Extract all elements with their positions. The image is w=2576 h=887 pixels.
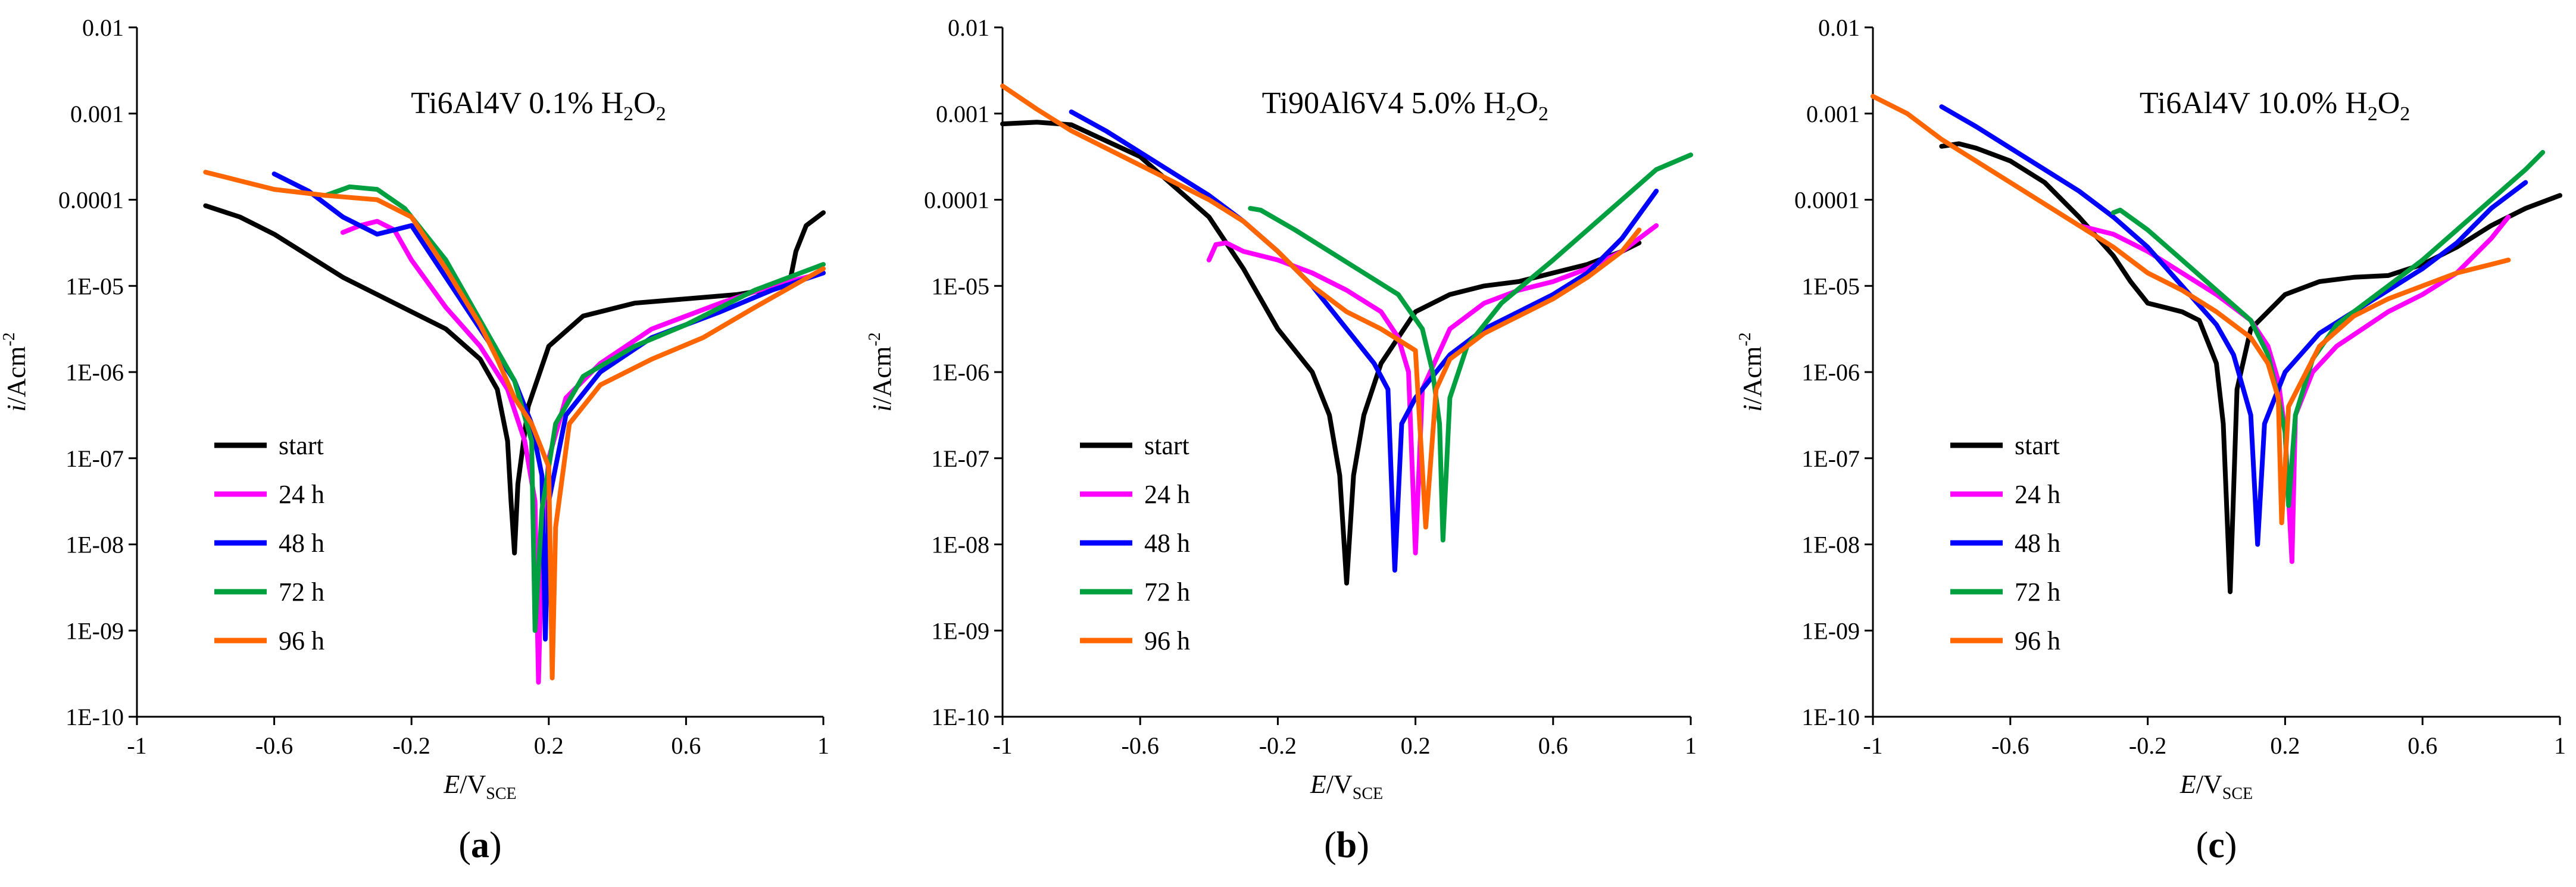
y-tick-label: 1E-06: [65, 359, 124, 386]
y-axis-label: i/Acm-2: [866, 332, 897, 411]
legend-label: start: [279, 431, 324, 460]
y-tick-label: 0.001: [936, 101, 989, 127]
x-tick-label: 0.6: [1538, 732, 1568, 759]
x-tick-label: -0.6: [1991, 732, 2029, 759]
x-tick-label: -0.2: [393, 732, 430, 759]
legend-label: start: [1144, 431, 1189, 460]
panel-label: (b): [1324, 825, 1369, 866]
y-tick-label: 1E-06: [1801, 359, 1860, 386]
y-tick-label: 1E-10: [65, 704, 124, 730]
legend-label: 48 h: [279, 529, 324, 558]
legend-label: 96 h: [2015, 626, 2060, 655]
y-tick-label: 1E-05: [65, 273, 124, 299]
panel-title: Ti6Al4V 0.1% H2O2: [411, 86, 666, 125]
x-tick-label: -1: [127, 732, 146, 759]
panel-b: 0.01 0.001 0.0001 1E-05 1E-06 1E-07 1E-08 1E-09…: [866, 14, 1697, 866]
y-tick-label: 1E-05: [931, 273, 989, 299]
x-axis-label: E/VSCE: [2180, 770, 2253, 803]
y-tick-label: 0.0001: [1794, 187, 1860, 214]
legend-label: 72 h: [279, 577, 324, 607]
x-tick-label: 1: [1685, 732, 1697, 759]
x-tick-label: -0.6: [255, 732, 293, 759]
y-tick-label: 1E-09: [931, 617, 989, 644]
y-axis-label: i/Acm-2: [1736, 332, 1767, 411]
x-tick-label: 0.2: [1401, 732, 1431, 759]
legend-label: 48 h: [2015, 529, 2060, 558]
series-line-72h: [2110, 149, 2546, 508]
series-line-48h: [1939, 104, 2528, 547]
y-tick-label: 1E-07: [931, 445, 989, 472]
panel-title: Ti90Al6V4 5.0% H2O2: [1262, 86, 1548, 125]
y-tick-label: 1E-08: [931, 532, 989, 558]
series-line-96h: [1871, 93, 2511, 526]
y-tick-label: 1E-08: [65, 532, 124, 558]
y-tick-label: 0.01: [948, 14, 989, 41]
y-tick-label: 1E-08: [1801, 532, 1860, 558]
y-tick-label: 1E-09: [1801, 617, 1860, 644]
legend-label: 72 h: [2015, 577, 2060, 607]
panel-a: 0.01 0.001 0.0001 1E-05 1E-06 1E-07 1E-08 1E-09…: [0, 14, 829, 866]
y-tick-label: 1E-06: [931, 359, 989, 386]
y-tick-label: 1E-07: [1801, 445, 1860, 472]
series-line-start: [1000, 120, 1642, 586]
y-tick-label: 0.0001: [924, 187, 989, 214]
x-axis-label: E/VSCE: [1310, 770, 1383, 803]
y-tick-label: 1E-07: [65, 445, 124, 472]
legend-label: 96 h: [1144, 626, 1190, 655]
x-tick-label: 1: [817, 732, 829, 759]
series-line-96h: [203, 170, 826, 680]
legend-label: 72 h: [1144, 577, 1190, 607]
x-tick-label: -0.6: [1122, 732, 1159, 759]
y-tick-label: 1E-05: [1801, 273, 1860, 299]
legend-label: 96 h: [279, 626, 324, 655]
series-line-24h: [1206, 223, 1659, 555]
panel-label: (a): [458, 825, 501, 866]
legend-label: start: [2015, 431, 2060, 460]
y-tick-label: 0.001: [1806, 101, 1860, 127]
panel-title: Ti6Al4V 10.0% H2O2: [2140, 86, 2410, 125]
y-tick-label: 1E-10: [1801, 704, 1860, 730]
series-line-48h: [1069, 109, 1659, 573]
x-tick-label: 0.2: [534, 732, 564, 759]
x-axis-label: E/VSCE: [443, 770, 516, 803]
y-tick-label: 1E-09: [65, 617, 124, 644]
x-tick-label: 0.6: [2408, 732, 2437, 759]
y-tick-label: 0.01: [82, 14, 124, 41]
legend-label: 24 h: [2015, 480, 2060, 509]
x-tick-label: -1: [1863, 732, 1882, 759]
y-tick-label: 1E-10: [931, 704, 989, 730]
y-tick-label: 0.0001: [58, 187, 124, 214]
x-tick-label: 1: [2554, 732, 2566, 759]
x-tick-label: 0.6: [671, 732, 701, 759]
y-axis-label: i/Acm-2: [0, 332, 31, 411]
series-line-72h: [323, 184, 826, 633]
panel-label: (c): [2196, 825, 2237, 866]
x-tick-label: -0.2: [1259, 732, 1297, 759]
x-tick-label: 0.2: [2270, 732, 2300, 759]
y-tick-label: 0.01: [1818, 14, 1860, 41]
y-tick-label: 0.001: [70, 101, 124, 127]
series-line-72h: [1248, 152, 1693, 543]
x-tick-label: -0.2: [2129, 732, 2166, 759]
legend-label: 24 h: [1144, 480, 1190, 509]
legend-label: 48 h: [1144, 529, 1190, 558]
legend-label: 24 h: [279, 480, 324, 509]
series-line-96h: [1000, 83, 1642, 530]
series-line-start: [1939, 141, 2562, 595]
panel-c: 0.01 0.001 0.0001 1E-05 1E-06 1E-07 1E-08 1E-09…: [1736, 14, 2566, 866]
x-tick-label: -1: [992, 732, 1012, 759]
